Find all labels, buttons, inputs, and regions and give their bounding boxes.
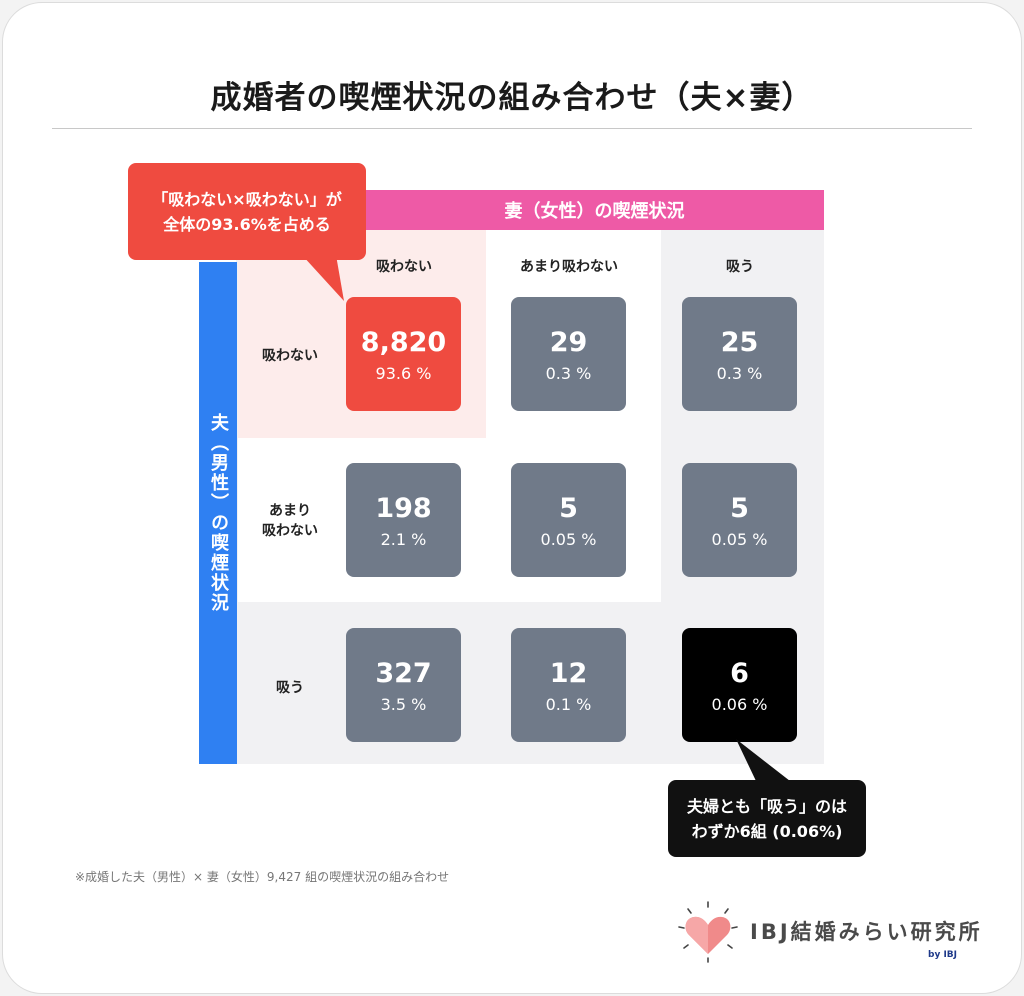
cell-percent: 93.6 %: [375, 363, 432, 383]
column-label-non-smoker: 吸わない: [376, 259, 432, 275]
title-divider: [52, 128, 972, 129]
page-title: 成婚者の喫煙状況の組み合わせ（夫×妻）: [210, 80, 814, 116]
cell-count: 198: [375, 492, 432, 524]
top-callout: 「吸わない×吸わない」が 全体の93.6%を占める: [128, 163, 366, 260]
heart-icon: [678, 901, 738, 963]
top-callout-tail: [302, 255, 344, 301]
cell-count: 5: [730, 492, 749, 524]
cell-none-light: 29 0.3 %: [511, 297, 626, 411]
logo-subtext: by IBJ: [928, 950, 957, 960]
cell-none-smoke: 25 0.3 %: [682, 297, 797, 411]
husband-smoking-header-label: 夫（男性）の喫煙状況: [208, 413, 229, 613]
bottom-callout-line: わずか6組 (0.06%): [691, 821, 843, 841]
cell-percent: 0.05 %: [711, 529, 768, 549]
cell-none-none: 8,820 93.6 %: [346, 297, 461, 411]
cell-light-light: 5 0.05 %: [511, 463, 626, 577]
cell-percent: 0.1 %: [545, 694, 592, 714]
cell-smoke-none: 327 3.5 %: [346, 628, 461, 742]
cell-percent: 3.5 %: [380, 694, 427, 714]
cell-count: 8,820: [360, 326, 447, 358]
top-callout-line: 「吸わない×吸わない」が: [152, 189, 342, 209]
cell-count: 6: [730, 657, 749, 689]
bottom-callout-tail: [736, 739, 790, 781]
cell-light-none: 198 2.1 %: [346, 463, 461, 577]
column-label-light-smoker: あまり吸わない: [520, 259, 618, 275]
brand-logo: IBJ結婚みらい研究所 by IBJ: [676, 900, 980, 970]
logo-name: IBJ結婚みらい研究所: [750, 920, 983, 944]
column-label-smoker: 吸う: [726, 259, 754, 275]
cell-percent: 0.3 %: [545, 363, 592, 383]
wife-smoking-header: 妻（女性）の喫煙状況: [365, 190, 824, 230]
cell-light-smoke: 5 0.05 %: [682, 463, 797, 577]
cell-count: 12: [549, 657, 588, 689]
cell-count: 25: [720, 326, 759, 358]
husband-smoking-header: 夫（男性）の喫煙状況: [199, 262, 237, 764]
cell-count: 5: [559, 492, 578, 524]
cell-percent: 0.3 %: [716, 363, 763, 383]
row-label-light-smoker: あまり 吸わない: [262, 503, 318, 539]
cell-count: 29: [549, 326, 588, 358]
cell-percent: 0.05 %: [540, 529, 597, 549]
cell-smoke-light: 12 0.1 %: [511, 628, 626, 742]
cell-count: 327: [375, 657, 432, 689]
bottom-callout-line: 夫婦とも「吸う」のは: [686, 796, 847, 816]
row-label-non-smoker: 吸わない: [262, 348, 318, 364]
cell-percent: 0.06 %: [711, 694, 768, 714]
top-callout-line: 全体の93.6%を占める: [163, 214, 331, 234]
footnote: ※成婚した夫（男性）× 妻（女性）9,427 組の喫煙状況の組み合わせ: [75, 870, 450, 884]
cell-percent: 2.1 %: [380, 529, 427, 549]
bottom-callout: 夫婦とも「吸う」のは わずか6組 (0.06%): [668, 780, 866, 857]
row-label-smoker: 吸う: [276, 680, 304, 696]
cell-smoke-smoke: 6 0.06 %: [682, 628, 797, 742]
